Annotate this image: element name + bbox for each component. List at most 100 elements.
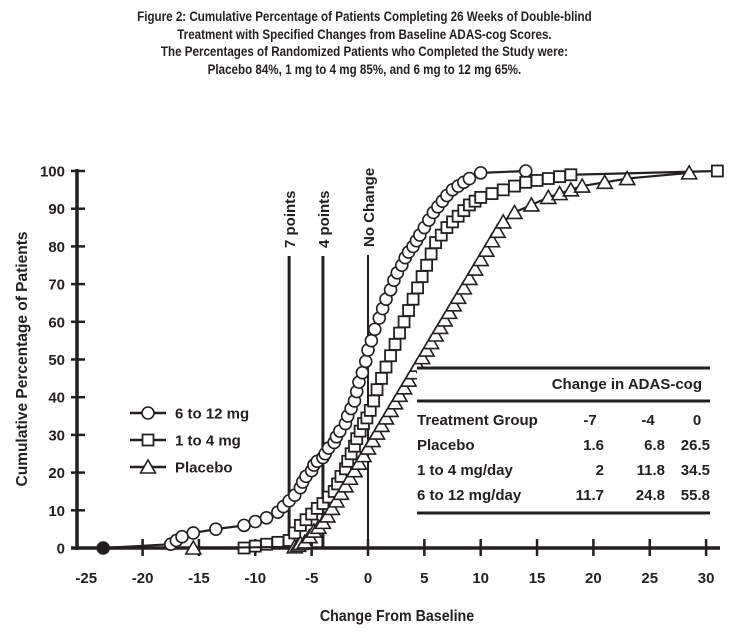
legend-item: 1 to 4 mg [130, 433, 241, 450]
data-point-square [141, 433, 155, 447]
data-point-square [248, 539, 262, 553]
table-cell-value: 11.8 [637, 462, 665, 479]
data-point-triangle [595, 173, 614, 190]
data-point-triangle [431, 318, 450, 335]
x-tick-label: 15 [529, 570, 546, 587]
x-tick-label: 30 [698, 570, 715, 587]
data-point-triangle [483, 232, 501, 248]
data-point-square [388, 338, 402, 351]
data-point-triangle [363, 431, 382, 448]
x-tick-label: -20 [132, 570, 154, 587]
y-tick-label: 90 [48, 201, 65, 218]
data-point-circle [248, 514, 263, 529]
y-tick-label: 60 [48, 314, 65, 331]
data-point-triangle [488, 222, 507, 239]
data-point-triangle [440, 303, 459, 320]
data-point-circle [364, 333, 379, 348]
y-axis-label: Cumulative Percentage of Patients [14, 232, 31, 487]
data-point-triangle [381, 401, 400, 418]
data-point-square [393, 326, 406, 340]
table-cell-value: -4 [641, 412, 655, 429]
x-tick-label: -25 [75, 570, 97, 587]
legend-item: Placebo [130, 458, 233, 477]
table-cell-value: 34.5 [681, 462, 710, 479]
legend: 6 to 12 mg 1 to 4 mg Placebo [130, 406, 249, 477]
data-point-triangle [390, 386, 409, 403]
data-point-square [530, 174, 544, 187]
data-point-circle [462, 171, 477, 186]
data-point-triangle [345, 462, 364, 478]
data-point-triangle [184, 539, 203, 555]
x-tick-label: -15 [188, 570, 210, 587]
reference-line-label: No Change [361, 168, 378, 247]
table-cell-value: 24.8 [636, 487, 665, 504]
table-row: 1 to 4 mg/day 2 11.8 34.5 [417, 462, 710, 479]
data-point-circle [358, 354, 373, 369]
y-tick-label: 0 [57, 541, 65, 558]
legend-item: 6 to 12 mg [130, 406, 249, 423]
data-point-triangle [341, 469, 359, 486]
table-cell-value: -7 [583, 412, 596, 429]
data-point-triangle [417, 341, 436, 357]
data-point-square [406, 292, 420, 306]
data-point-triangle [426, 326, 445, 342]
reference-line-label: 4 points [316, 190, 333, 248]
data-point-triangle [505, 203, 524, 220]
series-layer [96, 164, 724, 555]
data-point-square [375, 371, 388, 385]
data-point-square [370, 383, 384, 397]
y-tick-label: 70 [48, 277, 65, 294]
data-point-square [415, 270, 429, 283]
data-point-triangle [471, 250, 490, 267]
table-cell-label: Treatment Group [417, 412, 538, 429]
y-tick-label: 80 [48, 239, 65, 256]
data-point-square [553, 170, 566, 184]
title-line: Figure 2: Cumulative Percentage of Patie… [137, 9, 592, 24]
x-tick-label: -5 [305, 570, 318, 587]
data-point-triangle [449, 288, 468, 305]
data-point-triangle [350, 454, 368, 470]
title-line: The Percentages of Randomized Patients w… [160, 44, 568, 59]
data-point-triangle [444, 296, 463, 312]
chart-title: Figure 2: Cumulative Percentage of Patie… [51, 8, 678, 78]
data-point-square [710, 164, 724, 178]
data-point-circle [175, 529, 189, 544]
data-point-triangle [372, 416, 391, 433]
table-cell-value: 1.6 [583, 437, 604, 454]
data-point-triangle [422, 333, 440, 350]
table-cell-value: 26.5 [681, 437, 710, 454]
table-cell-label: Placebo [417, 437, 475, 454]
data-point-triangle [404, 364, 422, 380]
title-line: Placebo 84%, 1 mg to 4 mg 85%, and 6 mg … [207, 61, 522, 77]
data-point-circle [186, 526, 201, 540]
table-header: Change in ADAS-cog [552, 376, 702, 393]
title-line: Treatment with Specified Changes from Ba… [177, 26, 552, 42]
data-point-triangle [460, 269, 479, 286]
data-point-triangle [466, 260, 484, 276]
y-tick-label: 10 [48, 503, 65, 520]
data-point-circle [96, 541, 110, 555]
data-point-square [379, 360, 393, 374]
data-point-triangle [139, 458, 157, 474]
legend-label: Placebo [175, 460, 233, 477]
data-point-triangle [522, 196, 541, 212]
data-point-circle [355, 365, 370, 380]
x-tick-label: 10 [472, 570, 489, 587]
table-column-headers: Treatment Group -7 -4 0 [417, 412, 701, 429]
table-cell-value: 2 [596, 462, 604, 479]
table-cell-label: 1 to 4 mg/day [417, 462, 514, 479]
y-tick-label: 50 [48, 352, 65, 369]
table-cell-value: 6.8 [644, 437, 665, 454]
legend-label: 6 to 12 mg [175, 406, 249, 423]
x-tick-label: -10 [244, 570, 266, 587]
x-tick-label: 5 [420, 570, 428, 587]
data-point-triangle [477, 241, 496, 257]
data-point-triangle [454, 279, 473, 295]
y-tick-label: 20 [48, 465, 65, 482]
x-tick-label: 0 [364, 570, 372, 587]
data-point-triangle [359, 439, 377, 455]
data-point-triangle [618, 169, 637, 186]
data-point-triangle [386, 394, 404, 410]
x-tick-label: 25 [641, 570, 658, 587]
data-point-square [367, 394, 381, 408]
